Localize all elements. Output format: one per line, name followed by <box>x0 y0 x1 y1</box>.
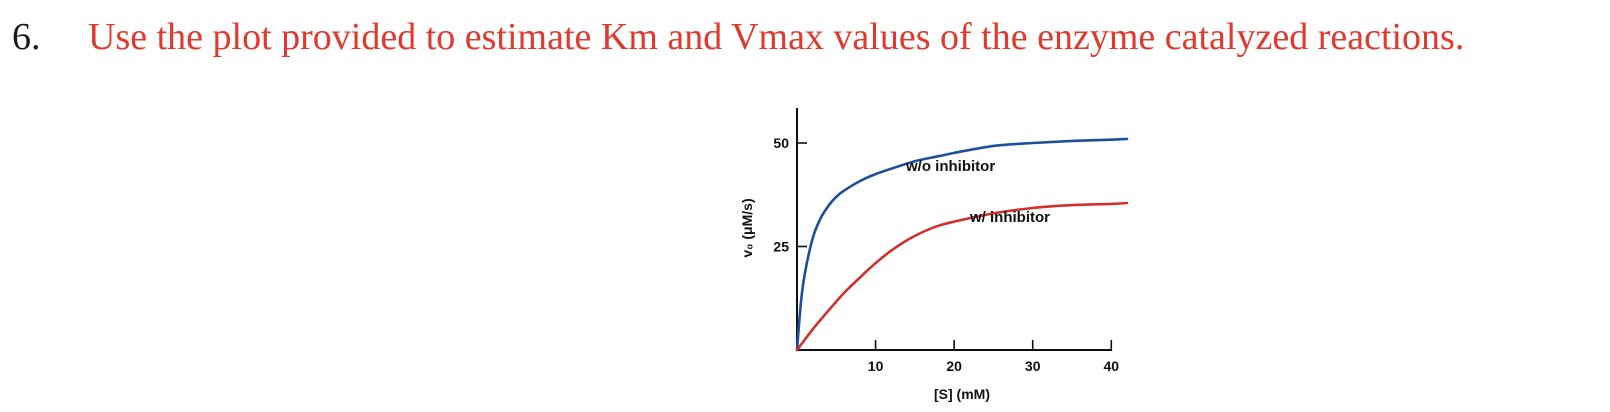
y-axis-label: v₀ (μM/s) <box>739 198 755 257</box>
axis-ticks: 10 20 30 40 25 50 <box>773 135 1119 374</box>
series-label-without-inhibitor: w/o inhibitor <box>905 158 995 175</box>
question-text: Use the plot provided to estimate Km and… <box>88 16 1465 58</box>
series-line-with-inhibitor <box>795 201 1129 352</box>
question: 6. Use the plot provided to estimate Km a… <box>12 12 1602 62</box>
series-label-with-inhibitor: w/ inhibitor <box>969 209 1050 226</box>
series-group <box>795 137 1129 352</box>
x-tick-label-30: 30 <box>1025 358 1041 374</box>
y-tick-label-50: 50 <box>773 135 789 151</box>
question-number: 6. <box>12 16 41 58</box>
x-tick-label-10: 10 <box>868 358 884 374</box>
x-tick-label-40: 40 <box>1103 358 1119 374</box>
y-tick-label-25: 25 <box>773 239 789 255</box>
x-tick-label-20: 20 <box>946 358 962 374</box>
series-line-without-inhibitor <box>795 137 1129 352</box>
x-axis-label: [S] (mM) <box>934 386 990 402</box>
